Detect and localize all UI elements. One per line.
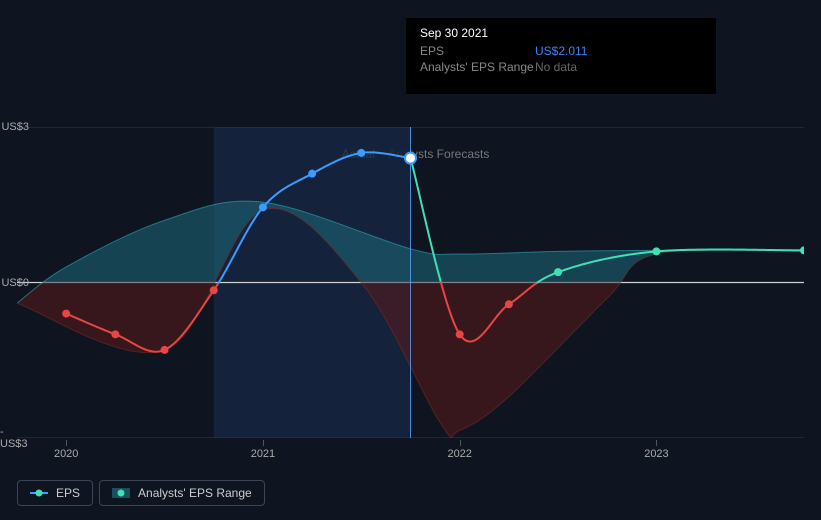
y-axis-label: US$0 (1, 277, 29, 289)
legend-item-range[interactable]: Analysts' EPS Range (99, 480, 265, 506)
range-swatch-icon (112, 488, 130, 498)
x-axis-label: 2021 (251, 448, 275, 460)
tooltip-row: EPSUS$2.011 (420, 44, 702, 58)
legend: EPS Analysts' EPS Range (17, 480, 265, 506)
hover-tooltip: Sep 30 2021 EPSUS$2.011Analysts' EPS Ran… (406, 18, 716, 94)
tooltip-date: Sep 30 2021 (420, 26, 702, 40)
legend-label: Analysts' EPS Range (138, 486, 252, 500)
y-axis-label: -US$3 (0, 426, 29, 450)
legend-item-eps[interactable]: EPS (17, 480, 93, 506)
x-axis-tick (460, 440, 461, 446)
eps-swatch-icon (30, 488, 48, 498)
chart-plot[interactable] (17, 127, 804, 438)
x-axis-label: 2023 (644, 448, 668, 460)
tooltip-key: Analysts' EPS Range (420, 60, 535, 74)
tooltip-key: EPS (420, 44, 535, 58)
x-axis-tick (66, 440, 67, 446)
x-axis-tick (263, 440, 264, 446)
tooltip-row: Analysts' EPS RangeNo data (420, 60, 702, 74)
x-axis-label: 2022 (447, 448, 471, 460)
tooltip-value: US$2.011 (535, 44, 587, 58)
x-axis-tick (656, 440, 657, 446)
y-axis-label: US$3 (1, 121, 29, 133)
legend-label: EPS (56, 486, 80, 500)
x-axis-label: 2020 (54, 448, 78, 460)
tooltip-value: No data (535, 60, 577, 74)
